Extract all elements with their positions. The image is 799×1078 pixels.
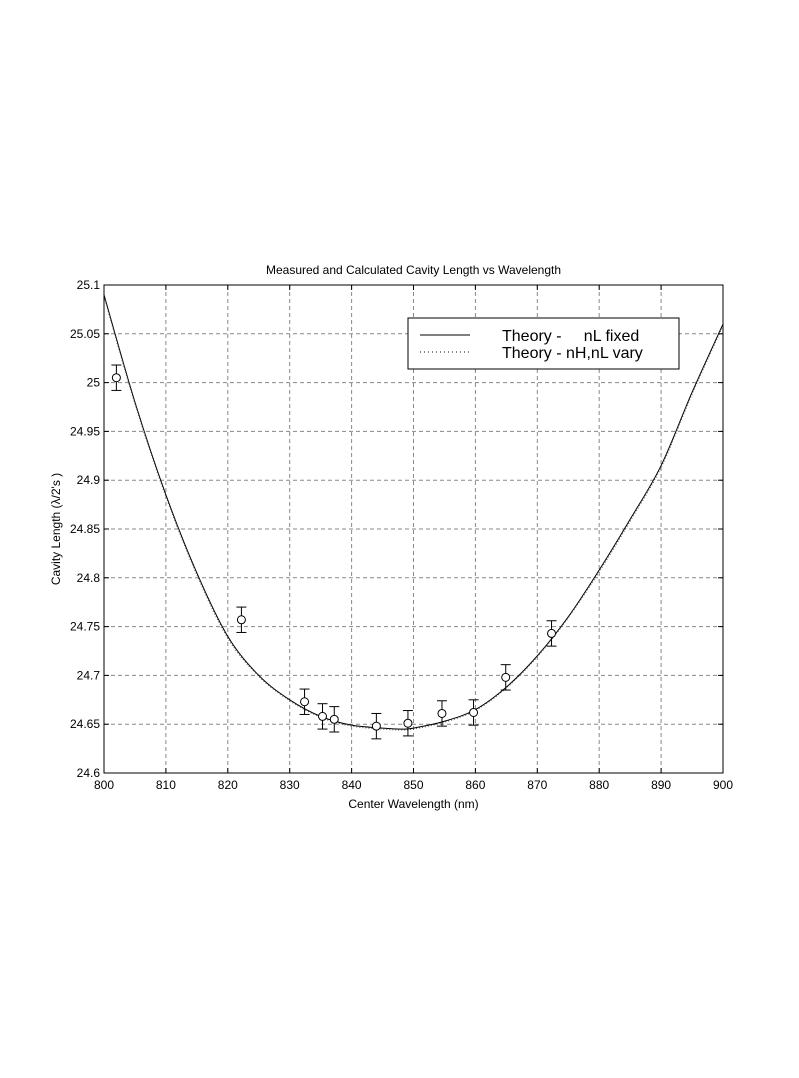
x-tick-label: 900 (713, 778, 733, 792)
data-marker (501, 672, 511, 682)
x-tick-label: 830 (280, 778, 300, 792)
plot-frame (103, 284, 724, 774)
data-marker (111, 373, 121, 383)
data-point (299, 688, 310, 715)
data-marker (403, 718, 413, 728)
grid-lines (104, 285, 723, 773)
x-tick-label: 880 (589, 778, 609, 792)
data-marker (300, 697, 310, 707)
data-marker (547, 628, 557, 638)
data-point (236, 606, 247, 633)
data-point (436, 700, 447, 727)
data-point (329, 706, 340, 733)
y-tick-label: 25.05 (70, 327, 100, 341)
legend: Theory - nL fixed Theory - nH,nL vary (407, 317, 680, 370)
series-line-nl-fixed (103, 294, 724, 730)
x-tick-label: 820 (218, 778, 238, 792)
y-tick-label: 25 (87, 376, 101, 390)
data-marker (437, 708, 447, 718)
data-point (371, 712, 382, 740)
y-tick-label: 24.85 (70, 522, 100, 536)
legend-box (407, 317, 680, 370)
y-axis-label: Cavity Length (λ/2's ) (49, 473, 63, 585)
data-marker (236, 615, 246, 625)
x-tick-label: 850 (403, 778, 423, 792)
plot-series (103, 294, 724, 740)
chart-title: Measured and Calculated Cavity Length vs… (266, 263, 561, 277)
data-point (500, 664, 511, 691)
legend-entry-theory-nl-fixed: Theory - nL fixed (502, 328, 639, 345)
data-marker (329, 714, 339, 724)
x-tick-label: 870 (527, 778, 547, 792)
x-tick-label: 890 (651, 778, 671, 792)
data-marker (371, 721, 381, 731)
data-marker (318, 711, 328, 721)
y-tick-label: 24.9 (77, 473, 101, 487)
y-tick-label: 24.8 (77, 571, 101, 585)
data-point (468, 699, 479, 726)
data-point (111, 364, 122, 391)
y-tick-label: 24.95 (70, 424, 100, 438)
y-tick-label: 25.1 (77, 278, 101, 292)
data-point (317, 703, 328, 730)
legend-entry-theory-nh-nl-vary: Theory - nH,nL vary (502, 345, 643, 362)
data-point (402, 710, 413, 737)
x-tick-label: 860 (465, 778, 485, 792)
x-tick-label: 800 (94, 778, 114, 792)
x-axis-label: Center Wavelength (nm) (348, 797, 478, 811)
x-tick-label: 810 (156, 778, 176, 792)
y-tick-label: 24.6 (77, 766, 101, 780)
data-point (546, 620, 557, 647)
x-tick-label: 840 (342, 778, 362, 792)
tick-labels: 800 810 820 830 840 850 860 870 880 890 900 24.6 24.… (70, 278, 733, 792)
y-tick-label: 24.75 (70, 620, 100, 634)
y-tick-label: 24.65 (70, 717, 100, 731)
y-tick-label: 24.7 (77, 668, 101, 682)
data-marker (469, 707, 479, 717)
plot-area-border (103, 284, 724, 774)
